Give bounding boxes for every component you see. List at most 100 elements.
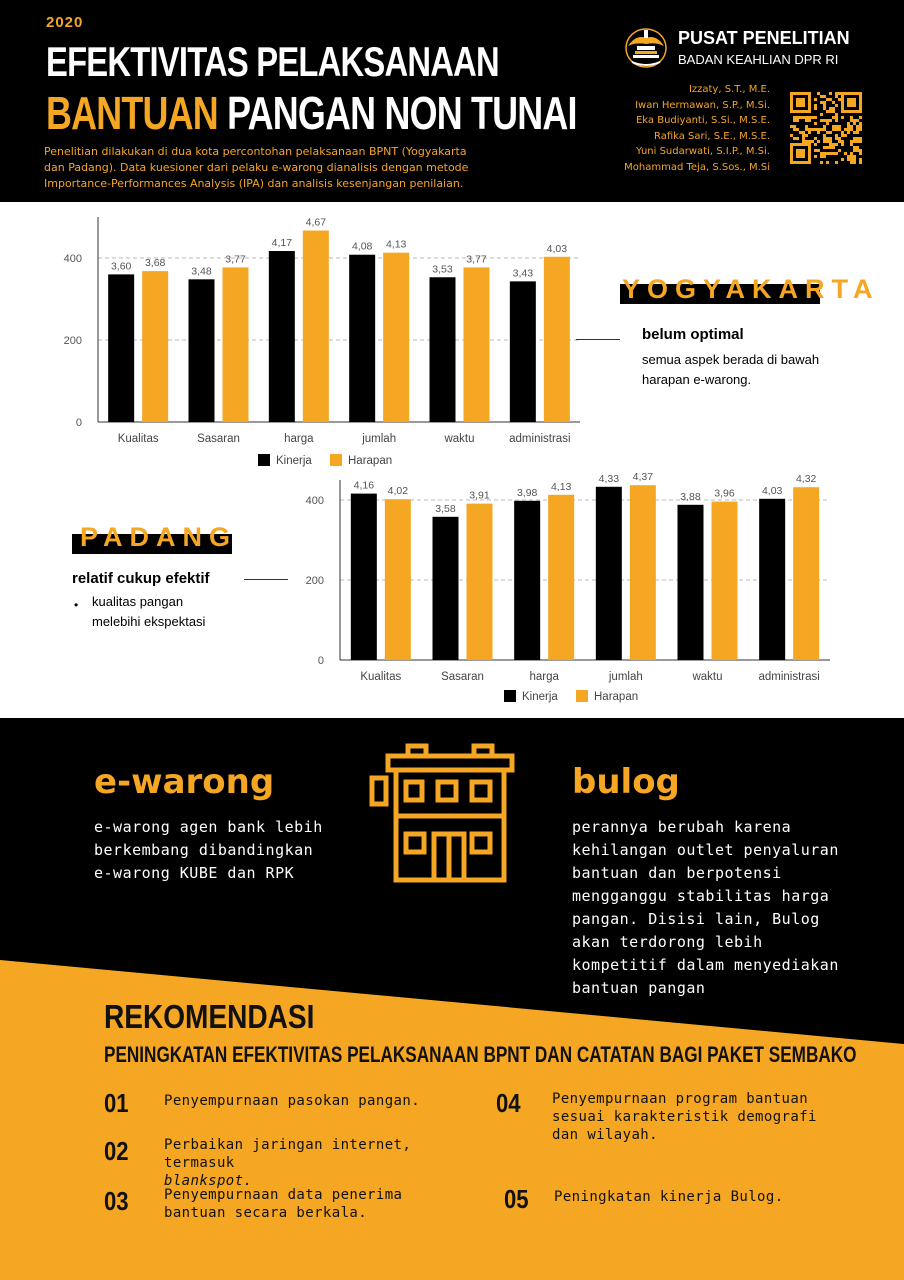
x-tick-label: administrasi xyxy=(509,433,570,445)
author: Eka Budiyanti, S.Si., M.S.E. xyxy=(635,115,770,126)
padang-title: PADANG xyxy=(80,522,238,552)
x-tick-label: Kualitas xyxy=(118,433,159,445)
rec-number: 02 xyxy=(104,1136,129,1166)
y-tick-label: 200 xyxy=(306,575,324,587)
title-highlight: BANTUAN xyxy=(46,87,219,139)
data-label: 3,53 xyxy=(432,263,453,275)
author: Rafika Sari, S.E., M.S.E. xyxy=(653,130,770,142)
data-label: 3,58 xyxy=(435,503,456,515)
padang-bullet: kualitas pangan melebihi ekspektasi xyxy=(92,594,206,629)
qr-pattern xyxy=(790,92,862,164)
intro-text: Penelitian dilakukan di dua kota percont… xyxy=(44,145,469,190)
bar-kinerja xyxy=(268,251,295,422)
x-tick-label: jumlah xyxy=(608,671,643,683)
data-label: 4,02 xyxy=(388,485,409,497)
bar-kinerja xyxy=(759,498,786,660)
bar-kinerja xyxy=(188,279,215,422)
y-tick-label: 0 xyxy=(318,655,324,667)
data-label: 3,48 xyxy=(191,265,212,277)
yogyakarta-title-bar xyxy=(620,284,820,304)
rec-number: 04 xyxy=(496,1088,521,1118)
legend-swatch xyxy=(576,690,588,702)
rec-number: 03 xyxy=(104,1186,129,1216)
data-label: 4,33 xyxy=(599,473,620,485)
yogyakarta-body: semua aspek berada di bawah harapan e-wa… xyxy=(642,352,820,387)
bar-harapan xyxy=(463,267,490,422)
rec-text: Perbaikan jaringan internet, termasuk bla… xyxy=(164,1136,484,1190)
rec-text-main: Perbaikan jaringan internet, termasuk xyxy=(164,1137,412,1171)
dpr-logo-icon xyxy=(625,28,667,68)
legend-swatch xyxy=(330,454,342,466)
legend-label: Kinerja xyxy=(276,455,312,467)
year-label: 2020 xyxy=(46,14,84,31)
ewarong-body: e-warong agen bank lebih berkembang diba… xyxy=(94,818,323,882)
building-icon xyxy=(369,743,515,883)
rec-text: Peningkatan kinerja Bulog. xyxy=(554,1189,784,1205)
org-name: PUSAT PENELITIAN xyxy=(678,28,850,48)
x-tick-label: Kualitas xyxy=(360,671,401,683)
data-label: 4,13 xyxy=(386,239,407,251)
title-rest: PANGAN NON TUNAI xyxy=(217,87,577,139)
bar-kinerja xyxy=(509,281,536,422)
bulog-title: bulog xyxy=(572,762,680,802)
bar-kinerja xyxy=(514,500,541,660)
org-subname: BADAN KEAHLIAN DPR RI xyxy=(678,52,839,67)
data-label: 3,68 xyxy=(145,257,166,269)
data-label: 4,32 xyxy=(796,473,817,485)
data-label: 4,03 xyxy=(762,485,783,497)
data-label: 4,17 xyxy=(272,237,293,249)
padang-title-bar xyxy=(72,534,232,554)
yogyakarta-bar-chart: 0 200 400 3,60 3,68 Kualitas 3,48 3,77 Sasaran 4,… xyxy=(64,217,580,467)
data-label: 3,43 xyxy=(513,267,534,279)
author: Iwan Hermawan, S.P., M.Si. xyxy=(635,99,770,111)
orange-panel xyxy=(0,960,904,1280)
rec-number: 01 xyxy=(104,1088,129,1118)
rec-text: Penyempurnaan data penerima bantuan seca… xyxy=(164,1187,403,1221)
data-label: 3,60 xyxy=(111,260,132,272)
x-tick-label: jumlah xyxy=(361,433,396,445)
y-tick-label: 200 xyxy=(64,335,82,347)
padang-heading: relatif cukup efektif xyxy=(72,570,210,587)
bar-harapan xyxy=(142,271,169,422)
recommendation-subtitle: PENINGKATAN EFEKTIVITAS PELAKSANAAN BPNT… xyxy=(104,1042,857,1067)
bar-kinerja xyxy=(429,277,456,422)
x-tick-label: harga xyxy=(529,671,559,683)
yogyakarta-heading: belum optimal xyxy=(642,326,744,343)
yogyakarta-connector xyxy=(576,339,620,340)
data-label: 4,37 xyxy=(633,472,654,483)
legend-label: Harapan xyxy=(348,455,392,467)
title-line-2: BANTUAN PANGAN NON TUNAI xyxy=(46,86,578,140)
bar-harapan xyxy=(222,267,249,422)
rec-text: Penyempurnaan program bantuan sesuai kar… xyxy=(552,1091,817,1143)
legend-swatch xyxy=(504,690,516,702)
y-tick-label: 400 xyxy=(64,253,82,265)
data-label: 4,08 xyxy=(352,241,373,253)
rec-number: 05 xyxy=(504,1184,529,1214)
ewarong-title: e-warong xyxy=(94,762,275,802)
author-list: Izzaty, S.T., M.E. Iwan Hermawan, S.P., … xyxy=(600,82,770,175)
data-label: 3,96 xyxy=(714,488,735,500)
x-tick-label: administrasi xyxy=(758,671,819,683)
data-label: 3,98 xyxy=(517,487,538,499)
bar-harapan xyxy=(548,494,575,660)
yogyakarta-title: YOGYAKARTA xyxy=(622,274,880,304)
bar-harapan xyxy=(383,252,410,422)
padang-connector xyxy=(244,579,288,580)
author: Yuni Sudarwati, S.I.P., M.Si. xyxy=(635,146,770,157)
bar-harapan xyxy=(629,485,656,660)
qr-code-icon[interactable] xyxy=(790,92,862,164)
bar-kinerja xyxy=(432,516,459,660)
bar-kinerja xyxy=(350,493,377,660)
x-tick-label: waktu xyxy=(443,433,474,445)
data-label: 3,77 xyxy=(225,253,246,265)
y-tick-label: 400 xyxy=(306,495,324,507)
title-line-1: EFEKTIVITAS PELAKSANAAN xyxy=(46,38,500,85)
padang-bar-chart: 0 200 400 4,16 4,02 Kualitas 3,58 3,91 Sasaran 3,… xyxy=(306,472,830,703)
y-tick-label: 0 xyxy=(76,417,82,429)
data-label: 4,03 xyxy=(547,243,568,255)
bullet-icon: • xyxy=(74,598,79,612)
charts-section: 0 200 400 3,60 3,68 Kualitas 3,48 3,77 Sasaran 4,… xyxy=(0,202,904,718)
data-label: 4,13 xyxy=(551,481,572,493)
bar-harapan xyxy=(302,230,329,422)
bar-kinerja xyxy=(677,504,704,660)
